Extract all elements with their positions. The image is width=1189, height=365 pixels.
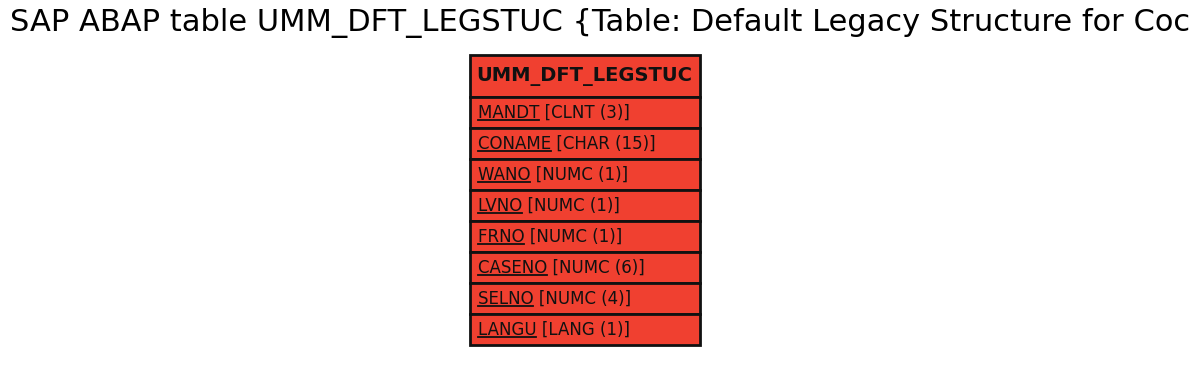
Text: MANDT [CLNT (3)]: MANDT [CLNT (3)] xyxy=(478,104,629,122)
Bar xyxy=(470,314,699,345)
Bar xyxy=(470,55,699,97)
Bar xyxy=(470,221,699,252)
Text: SELNO: SELNO xyxy=(478,289,533,307)
Text: SAP ABAP table UMM_DFT_LEGSTUC {Table: Default Legacy Structure for Cockpit}: SAP ABAP table UMM_DFT_LEGSTUC {Table: D… xyxy=(10,8,1189,38)
Bar xyxy=(470,190,699,221)
Text: WANO [NUMC (1)]: WANO [NUMC (1)] xyxy=(478,165,628,184)
Text: MANDT: MANDT xyxy=(478,104,539,122)
Text: LVNO [NUMC (1)]: LVNO [NUMC (1)] xyxy=(478,196,619,215)
Text: UMM_DFT_LEGSTUC: UMM_DFT_LEGSTUC xyxy=(477,66,692,85)
Text: FRNO [NUMC (1)]: FRNO [NUMC (1)] xyxy=(478,227,622,246)
Bar xyxy=(470,283,699,314)
Text: LVNO: LVNO xyxy=(478,196,522,215)
Text: WANO: WANO xyxy=(478,165,530,184)
Bar xyxy=(470,159,699,190)
Text: CONAME: CONAME xyxy=(478,134,551,153)
Text: SELNO [NUMC (4)]: SELNO [NUMC (4)] xyxy=(478,289,630,307)
Text: CONAME [CHAR (15)]: CONAME [CHAR (15)] xyxy=(478,134,655,153)
Bar xyxy=(470,252,699,283)
Text: FRNO: FRNO xyxy=(478,227,524,246)
Bar xyxy=(470,128,699,159)
Text: LANGU [LANG (1)]: LANGU [LANG (1)] xyxy=(478,320,629,338)
Text: CASENO [NUMC (6)]: CASENO [NUMC (6)] xyxy=(478,258,644,277)
Text: CASENO: CASENO xyxy=(478,258,547,277)
Bar xyxy=(470,97,699,128)
Text: LANGU: LANGU xyxy=(478,320,536,338)
